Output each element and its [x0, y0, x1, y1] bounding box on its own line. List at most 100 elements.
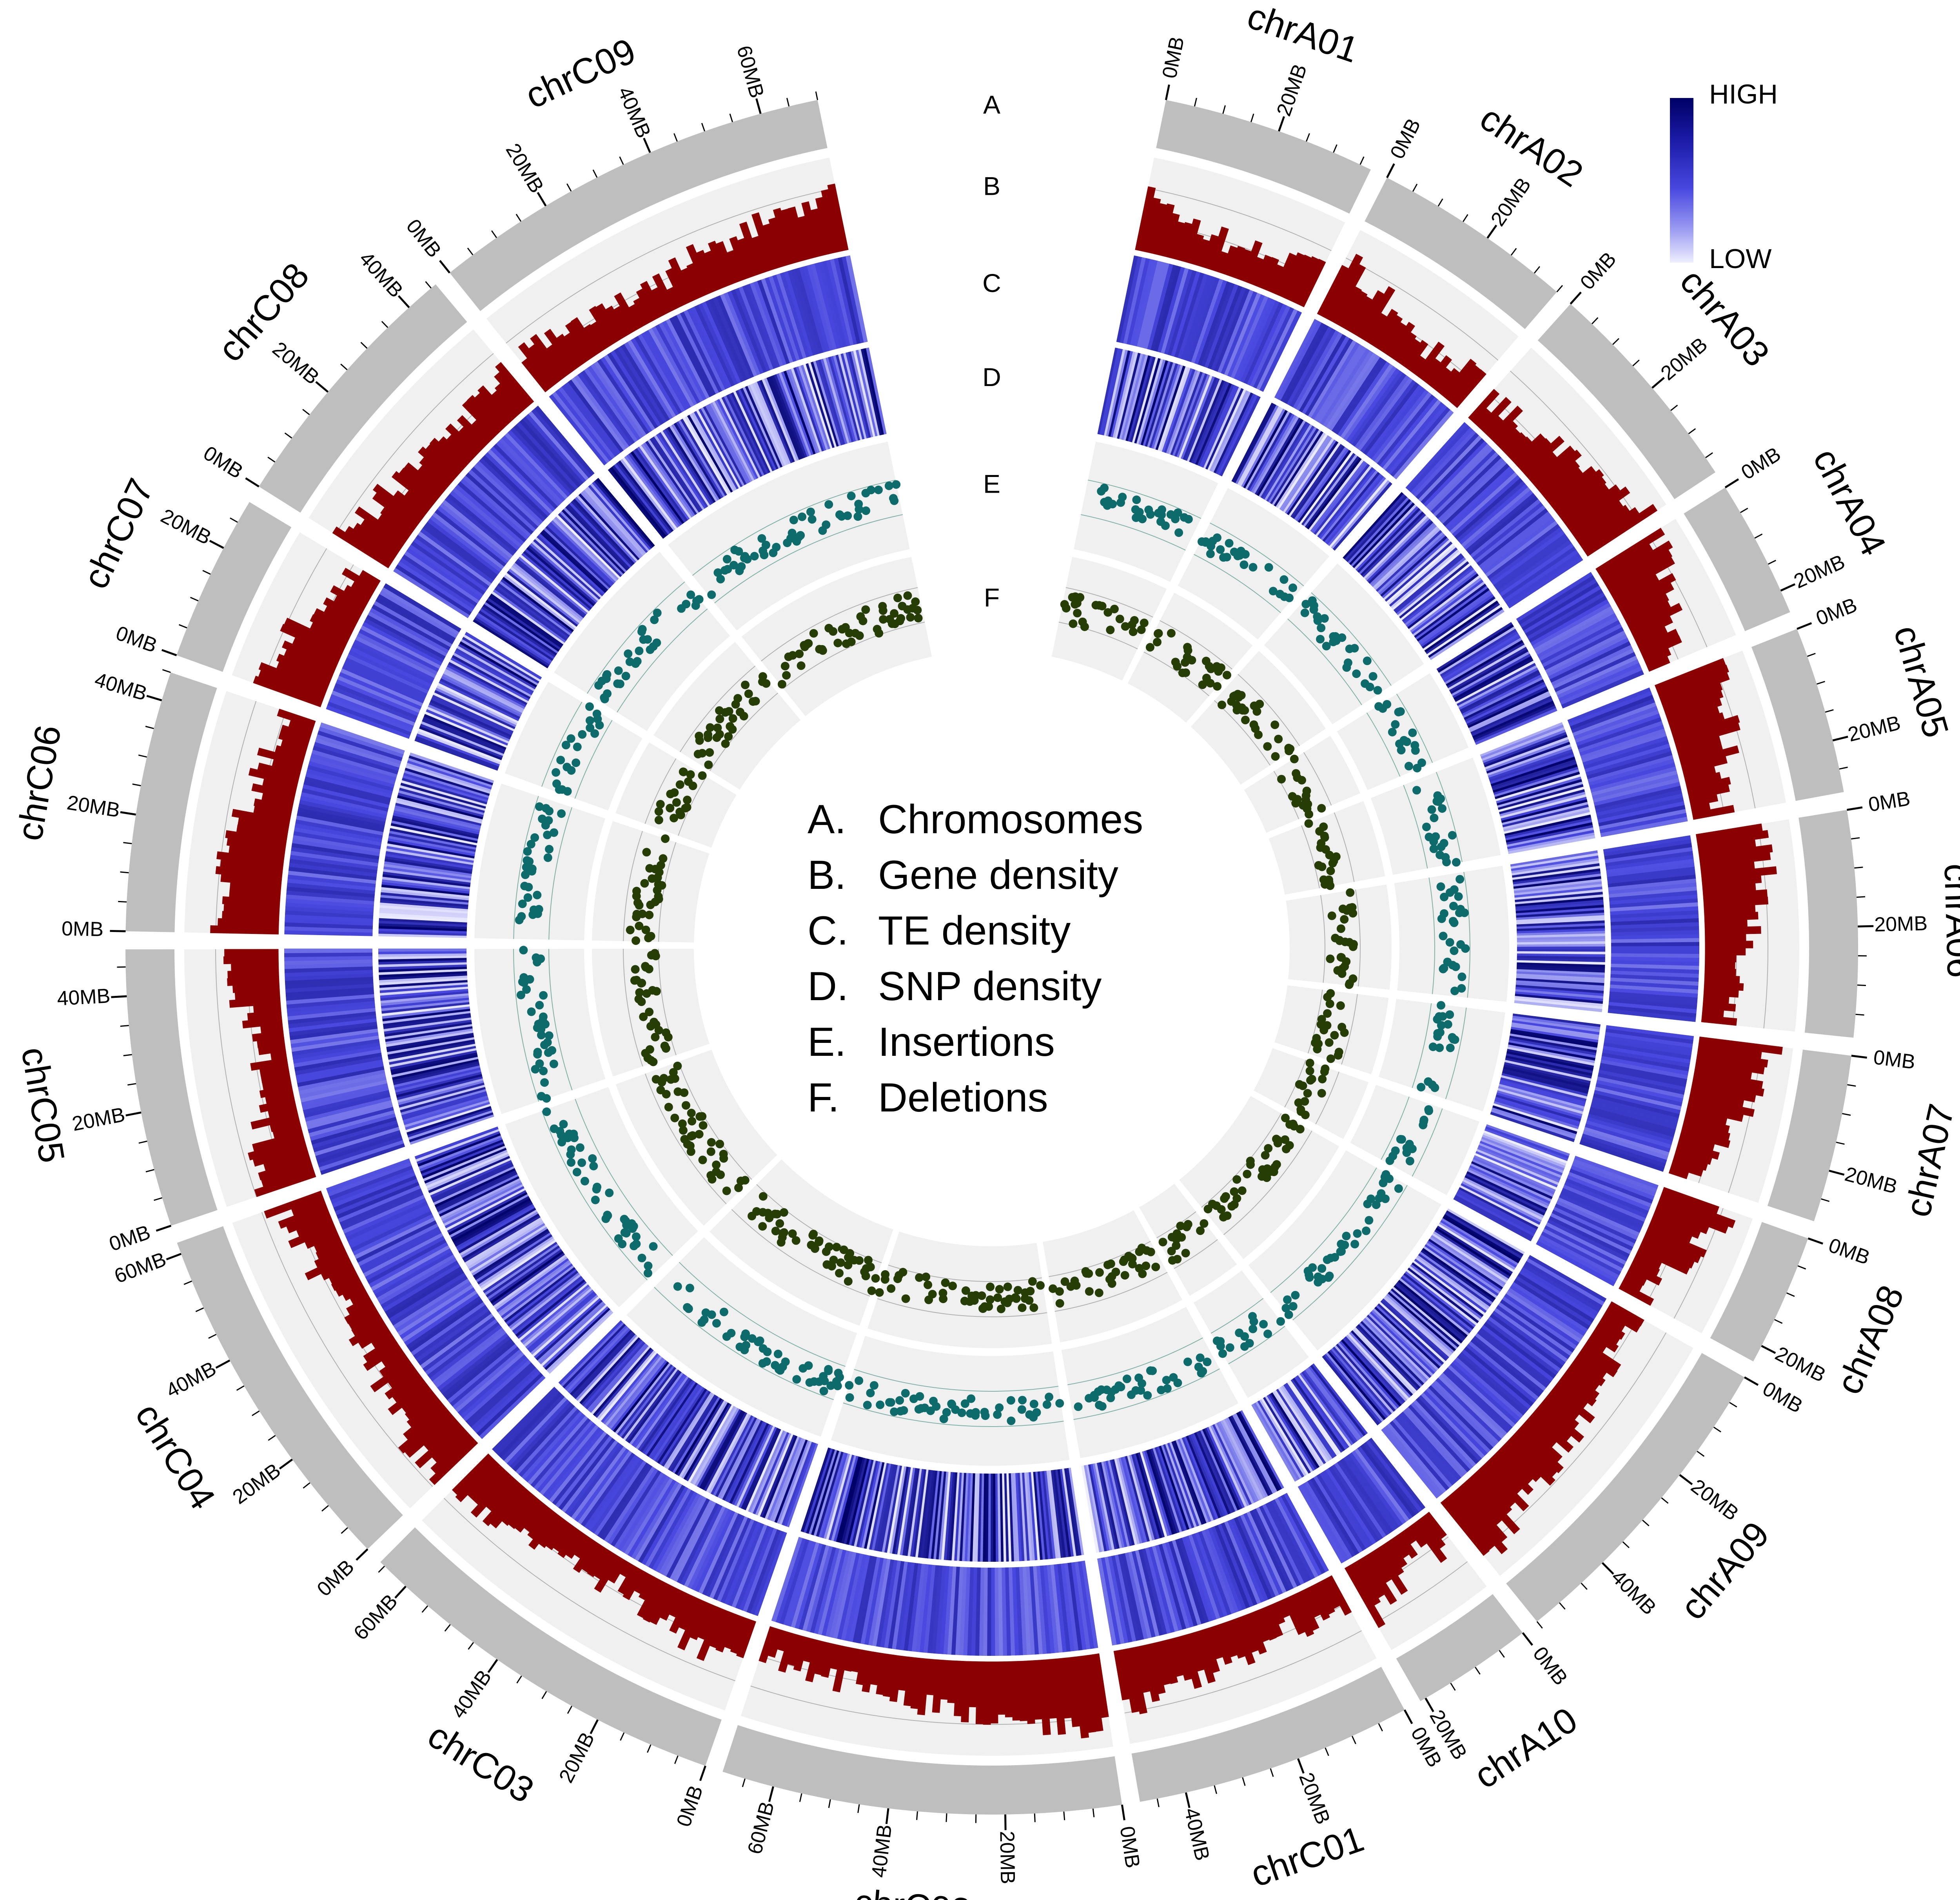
snp-density-cell [1515, 984, 1604, 994]
deletion-point [652, 987, 661, 996]
te-density-cell [417, 531, 492, 586]
insertion-point [1322, 642, 1331, 651]
insertion-point [522, 985, 531, 994]
tick [590, 1719, 599, 1734]
snp-density-cell [726, 1422, 767, 1503]
snp-density-cell [1200, 1429, 1238, 1512]
grid-arc [513, 949, 539, 1102]
te-density-cell [746, 1529, 780, 1614]
grid-arc [215, 949, 257, 1197]
snp-density-cell [435, 687, 517, 727]
snp-density-cell [738, 1427, 777, 1508]
snp-density-cell [907, 1469, 922, 1557]
snp-density-cell [390, 825, 477, 846]
te-density-cell [302, 1086, 389, 1110]
te-density-cell [437, 1333, 509, 1391]
snp-density-cell [808, 362, 837, 448]
snp-density-cell [470, 1224, 546, 1274]
snp-density-cell [1154, 1447, 1185, 1532]
te-density-cell [1397, 1414, 1459, 1483]
snp-density-cell [475, 1232, 551, 1282]
deletion-point [779, 1228, 788, 1237]
te-density-cell [772, 274, 804, 360]
te-density-cell [1053, 1564, 1067, 1653]
snp-density-cell [1297, 1374, 1352, 1447]
snp-density-cell [800, 1447, 831, 1532]
snp-density-cell [408, 755, 494, 785]
te-density-cell [1581, 732, 1667, 763]
te-density-cell [505, 432, 568, 500]
snp-density-cell [637, 1377, 691, 1451]
snp-density-cell [1224, 1418, 1266, 1499]
snp-density-cell [510, 1274, 581, 1331]
snp-density-cell [463, 1215, 541, 1263]
snp-density-cell [404, 770, 490, 798]
gene-density-bar [1452, 369, 1486, 408]
te-density-cell [1043, 1565, 1055, 1653]
tick [786, 98, 790, 107]
te-density-cell [1610, 910, 1699, 919]
tick [302, 409, 310, 415]
te-density-cell [1104, 1556, 1125, 1644]
snp-density-cell [1143, 1450, 1172, 1536]
snp-density-cell [395, 1071, 482, 1095]
snp-density-cell [606, 1357, 664, 1428]
deletion-point [1013, 1286, 1022, 1295]
te-density-cell [386, 1269, 464, 1319]
te-density-cell [1143, 263, 1170, 349]
snp-density-cell [1028, 1472, 1038, 1561]
te-density-cell [358, 1223, 439, 1266]
te-density-cell [1497, 1302, 1573, 1356]
snp-density-cell [1263, 1397, 1311, 1474]
te-density-cell [1133, 259, 1158, 347]
insertion-point [643, 635, 652, 644]
te-density-cell [1120, 256, 1143, 344]
grid-arc [335, 353, 494, 535]
deletion-point [632, 910, 641, 919]
snp-density-cell [598, 1351, 657, 1421]
snp-density-cell [1270, 1392, 1320, 1469]
insertion-point [1436, 1028, 1445, 1037]
snp-density-cell [810, 1450, 839, 1536]
te-density-cell [658, 1494, 704, 1575]
snp-density-cell [1455, 660, 1535, 705]
te-density-cell [1368, 387, 1426, 460]
te-density-cell [1517, 1273, 1595, 1323]
insertion-point [621, 671, 630, 680]
snp-density-cell [1466, 684, 1547, 725]
te-density-cell [375, 597, 454, 644]
snp-density-cell [465, 1217, 542, 1265]
snp-density-cell [644, 1381, 696, 1456]
te-density-cell [555, 1435, 613, 1508]
insertion-point [1412, 786, 1421, 795]
te-density-cell [420, 528, 494, 584]
te-density-cell [285, 917, 373, 926]
te-density-cell [834, 257, 858, 345]
snp-density-cell [1301, 1371, 1356, 1444]
te-density-cell [1554, 652, 1636, 693]
snp-density-cell [1371, 1310, 1437, 1373]
grid-arc [1270, 1167, 1377, 1293]
tick [537, 192, 547, 207]
te-density-cell [397, 560, 474, 613]
te-density-cell [449, 1346, 520, 1407]
snp-density-cell [450, 656, 530, 701]
snp-density-cell [940, 1472, 951, 1560]
te-density-cell [771, 1537, 803, 1622]
te-density-cell [372, 1248, 452, 1295]
deletion-point [759, 1192, 768, 1201]
te-density-cell [604, 354, 656, 431]
insertion-point [740, 1333, 749, 1342]
snp-density-cell [524, 548, 594, 608]
te-density-cell [447, 493, 518, 553]
te-density-cell [401, 1290, 477, 1343]
snp-density-cell [398, 789, 485, 815]
snp-density-cell [1138, 359, 1166, 445]
insertion-point [713, 568, 722, 577]
te-density-cell [1187, 277, 1220, 363]
te-density-cell [303, 1089, 390, 1114]
te-density-cell [468, 1365, 536, 1428]
insertion-point [588, 1154, 597, 1163]
insertion-point [1097, 487, 1106, 496]
deletion-point [844, 1260, 853, 1269]
